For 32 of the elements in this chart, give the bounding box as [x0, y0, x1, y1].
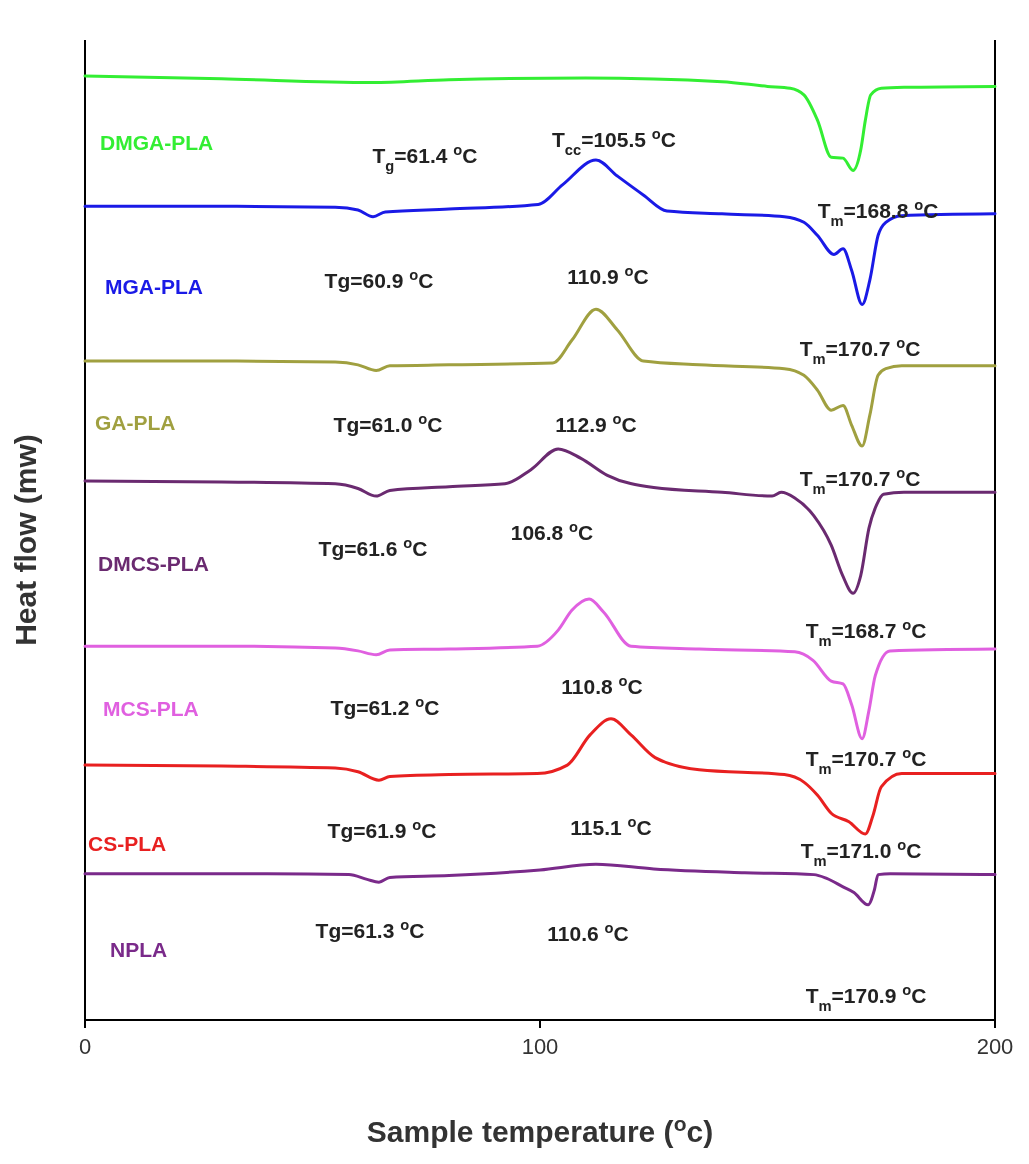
text: NPLA [110, 938, 168, 961]
text: MCS-PLA [103, 697, 199, 720]
annotation: T$_{cc}$=105.5 $^{o}$C [552, 126, 676, 158]
text: DMGA-PLA [100, 131, 214, 154]
x-tick-label: 200 [976, 1034, 1014, 1059]
annotation: Tg=61.3 $^{o}$C [315, 917, 425, 942]
text: MGA-PLA [105, 275, 203, 298]
annotation: 112.9 $^{o}$C [555, 411, 637, 436]
annotation: Tg=61.9 $^{o}$C [327, 817, 437, 842]
annotation: 115.1 $^{o}$C [570, 814, 652, 839]
x-axis-title: Sample temperature ($^{o}$c) [366, 1111, 714, 1148]
annotation: T$_{m}$=170.9 $^{o}$C [805, 982, 927, 1014]
annotation: Tg=61.0 $^{o}$C [333, 411, 443, 436]
annotation: T$_{m}$=170.7 $^{o}$C [799, 465, 921, 497]
annotation: 110.6 $^{o}$C [547, 920, 629, 945]
x-tick-label: 100 [521, 1034, 559, 1059]
annotation: Tg=61.2 $^{o}$C [330, 694, 440, 719]
annotation: T$_{m}$=168.7 $^{o}$C [805, 617, 927, 649]
annotation: T$_{m}$=170.7 $^{o}$C [799, 335, 921, 367]
annotation: Tg=60.9 $^{o}$C [324, 267, 434, 292]
annotation: T$_{m}$=171.0 $^{o}$C [800, 837, 922, 869]
annotation: 110.8 $^{o}$C [561, 673, 643, 698]
text: DMCS-PLA [98, 552, 209, 575]
annotation: 110.9 $^{o}$C [567, 263, 649, 288]
annotation: 106.8 $^{o}$C [510, 519, 594, 544]
annotation: T$_{m}$=170.7 $^{o}$C [805, 745, 927, 777]
annotation: Tg=61.6 $^{o}$C [318, 535, 428, 560]
y-axis-title: Heat flow (mw) [9, 434, 42, 646]
annotation: T$_{g}$=61.4 $^{o}$C [372, 142, 478, 174]
x-tick-label: 0 [78, 1034, 92, 1059]
text: CS-PLA [88, 832, 167, 855]
text: GA-PLA [95, 411, 176, 434]
